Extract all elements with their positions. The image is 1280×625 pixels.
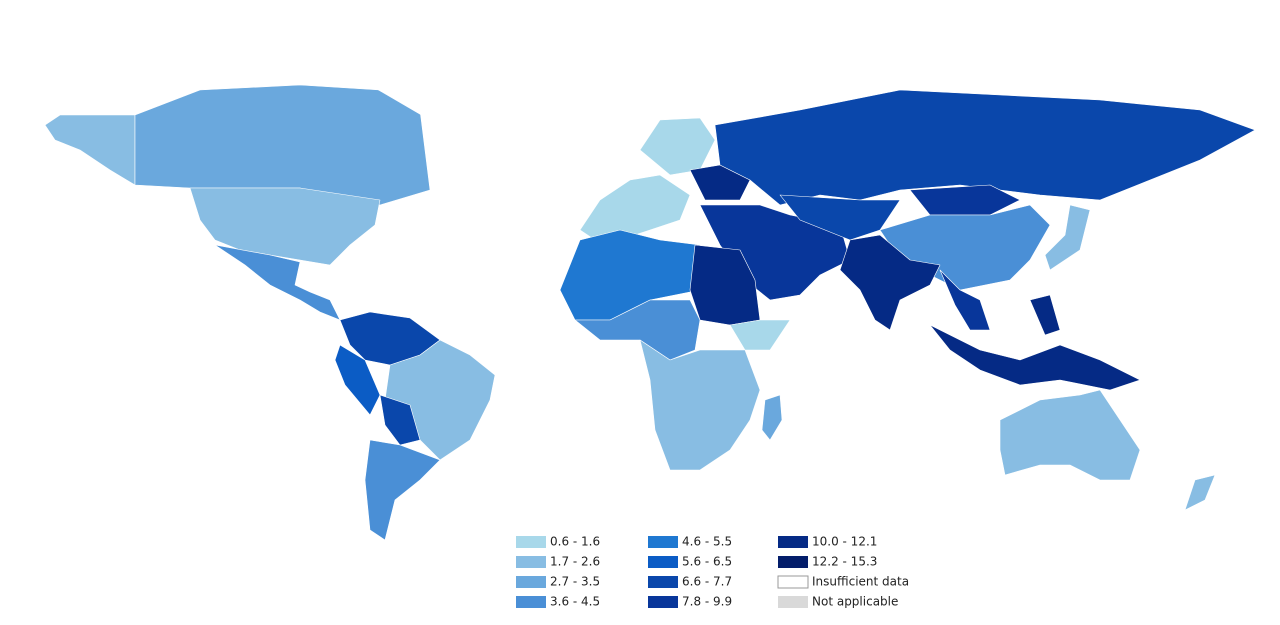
legend-label: 1.7 - 2.6 (550, 555, 600, 569)
country-region (639, 117, 716, 176)
legend-swatch (648, 596, 678, 608)
country-region (1184, 474, 1216, 511)
legend-label: Insufficient data (812, 575, 909, 589)
legend-label: Not applicable (812, 595, 898, 609)
legend-swatch (516, 536, 546, 548)
country-region (929, 324, 1141, 391)
legend-label: 4.6 - 5.5 (682, 535, 732, 549)
legend-label: 3.6 - 4.5 (550, 595, 600, 609)
legend-swatch (648, 576, 678, 588)
country-region (334, 344, 381, 416)
legend-swatch (777, 575, 809, 589)
legend-label: 12.2 - 15.3 (812, 555, 877, 569)
legend-label: 2.7 - 3.5 (550, 575, 600, 589)
country-region (999, 389, 1141, 481)
country-region (574, 299, 701, 361)
legend-swatch (516, 556, 546, 568)
legend-swatch (648, 556, 678, 568)
legend: 0.6 - 1.6 1.7 - 2.6 2.7 - 3.5 3.6 - 4.5 4.6 … (516, 535, 909, 609)
country-region (714, 89, 1256, 206)
country-region (364, 439, 441, 541)
country-region (579, 174, 691, 241)
legend-label: 0.6 - 1.6 (550, 535, 600, 549)
legend-label: 7.8 - 9.9 (682, 595, 732, 609)
legend-label: 10.0 - 12.1 (812, 535, 877, 549)
country-region (379, 394, 421, 446)
legend-label: 6.6 - 7.7 (682, 575, 732, 589)
country-region (1029, 294, 1061, 336)
country-region (839, 234, 941, 331)
legend-swatch (778, 596, 808, 608)
legend-swatch (778, 556, 808, 568)
country-region (939, 269, 991, 331)
country-region (44, 114, 136, 186)
country-region (689, 164, 751, 201)
legend-label: 5.6 - 6.5 (682, 555, 732, 569)
country-region (1044, 204, 1091, 271)
country-region (369, 69, 561, 151)
country-region (134, 84, 431, 206)
country-region (639, 339, 761, 471)
legend-swatch (516, 596, 546, 608)
country-region (214, 244, 341, 321)
country-region (729, 319, 791, 351)
country-region (761, 394, 783, 441)
legend-swatch (778, 536, 808, 548)
legend-swatch (516, 576, 546, 588)
country-region (909, 184, 1021, 216)
legend-swatch (648, 536, 678, 548)
country-region (189, 187, 381, 266)
